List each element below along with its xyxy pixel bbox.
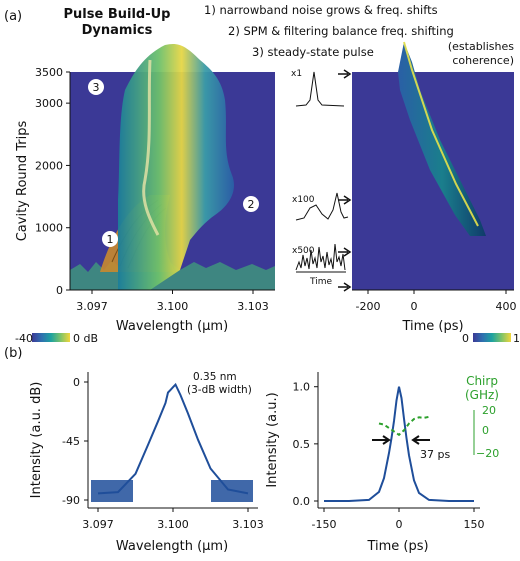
spectrum-x-tick-label: 3.100 [157,518,189,531]
colorbar-linear-max: 1 [513,332,520,345]
pulse-y-tick-label: 0.5 [293,438,311,451]
pulse-intensity-line [324,386,474,502]
y-tick-label: 1000 [35,222,63,235]
x-tick-label: 3.097 [76,300,108,313]
chirp-axis-units: (GHz) [465,388,499,402]
y-tick-label: 3500 [35,66,63,79]
annotation-step2: 2) SPM & filtering balance freq. shiftin… [228,24,454,38]
fwhm-arrow-right [411,435,430,445]
colorbar-linear [473,333,511,342]
x-axis-label: Wavelength (µm) [116,319,228,334]
ridge-highlight [142,59,160,236]
spectrum-series-line [97,382,249,495]
chirp-line [378,415,430,437]
chart-title-line2: Dynamics [82,23,153,38]
spectrum-y-tick-label: -45 [62,435,80,448]
y-tick-label: 2000 [35,159,63,172]
chart-title-line1: Pulse Build-Up [64,7,171,22]
spectrum-x-tick-label: 3.103 [232,518,264,531]
spectrum-y-tick-label: 0 [73,376,80,389]
chirp-tick-20: 20 [482,404,496,417]
annotation-step1: 1) narrowband noise grows & freq. shifts [204,3,438,17]
colorbar-db-min: -40 [15,332,33,345]
chirp-axis-title: Chirp [466,374,498,388]
temporal-surface-background [352,72,514,290]
spectrum-x-label: Wavelength (µm) [116,539,228,554]
spectral-ridge [118,43,235,291]
temporal-streak [398,42,486,236]
inset-x500-trace [295,243,346,271]
arrow-x1 [338,69,352,79]
temporal-x-tick-label: 0 [411,300,418,313]
annotation-coherence-line1: (establishes [448,40,514,53]
panel-a-label: (a) [4,9,22,24]
fwhm-arrow-left [372,435,391,445]
temporal-streak-edge [403,41,479,227]
marker-2 [243,196,259,212]
colorbar-db [32,333,70,342]
marker-3-label: 3 [93,81,100,94]
colorbar-db-max: 0 dB [73,332,98,345]
pulse-x-tick-label: 0 [396,518,403,531]
marker-1 [102,231,118,247]
panel-b-label: (b) [4,346,22,361]
inset-x500-label: x500 [292,246,315,256]
temporal-x-axis-label: Time (ps) [401,319,463,334]
pulse-y-tick-label: 0.0 [293,495,311,508]
spectrum-width-label: 0.35 nm [193,371,237,383]
annotation-coherence-line2: coherence) [452,54,514,67]
pulse-y-label: Intensity (a.u.) [265,392,280,487]
chirp-tick-0: 0 [482,424,489,437]
spectrum-y-tick-label: -90 [62,494,80,507]
arrow-x100 [338,195,352,205]
y-tick-label: 0 [56,284,63,297]
spectral-buildup-plot: 3 1 2 [70,43,275,291]
spectrum-noise-left [91,480,133,502]
y-axis-label: Cavity Round Trips [15,121,30,242]
spectrum-width-note: (3-dB width) [187,384,252,396]
spectrum-y-label: Intensity (a.u. dB) [29,382,44,499]
inset-x1-label: x1 [291,69,302,79]
pulse-x-tick-label: 150 [464,518,485,531]
inset-x100-label: x100 [292,195,315,205]
pulse-y-tick-label: 1.0 [293,381,311,394]
x-tick-label: 3.100 [157,300,189,313]
marker-3 [88,79,104,95]
temporal-x-tick-label: -200 [356,300,381,313]
fwhm-label: 37 ps [420,448,450,461]
pulse-insets: x1 x100 x500 Time [291,69,352,292]
x-tick-label: 3.103 [237,300,269,313]
inset-x100-trace [295,192,349,221]
pulse-x-tick-label: -150 [312,518,337,531]
arrow-x500 [338,247,352,257]
spectrum-x-tick-label: 3.097 [82,518,114,531]
annotation-step3: 3) steady-state pulse [252,45,374,59]
arrow-base [338,282,352,292]
y-tick-label: 3000 [35,97,63,110]
marker-2-label: 2 [248,198,255,211]
pulse-plot: 0.0 0.5 1.0 -150 0 150 37 ps Chirp (GHz) 20 0… [265,372,499,554]
pulse-x-label: Time (ps) [366,539,428,554]
chirp-tick-minus20: −20 [476,447,499,460]
temporal-buildup-plot: -200 0 400 Time (ps) [352,41,517,334]
inset-time-label: Time [309,277,332,287]
marker-1-label: 1 [107,233,114,246]
spectral-buildup-axes: 0 1000 2000 3000 3500 3.097 3.100 3.103 Cavity… [15,66,275,334]
spectrum-plot: 0 -45 -903.097 3.100 3.103 0.35 nm (3-dB wid… [29,371,264,554]
temporal-x-tick-label: 400 [496,300,517,313]
inset-x1-trace [295,71,345,107]
colorbar-linear-min: 0 [462,332,469,345]
